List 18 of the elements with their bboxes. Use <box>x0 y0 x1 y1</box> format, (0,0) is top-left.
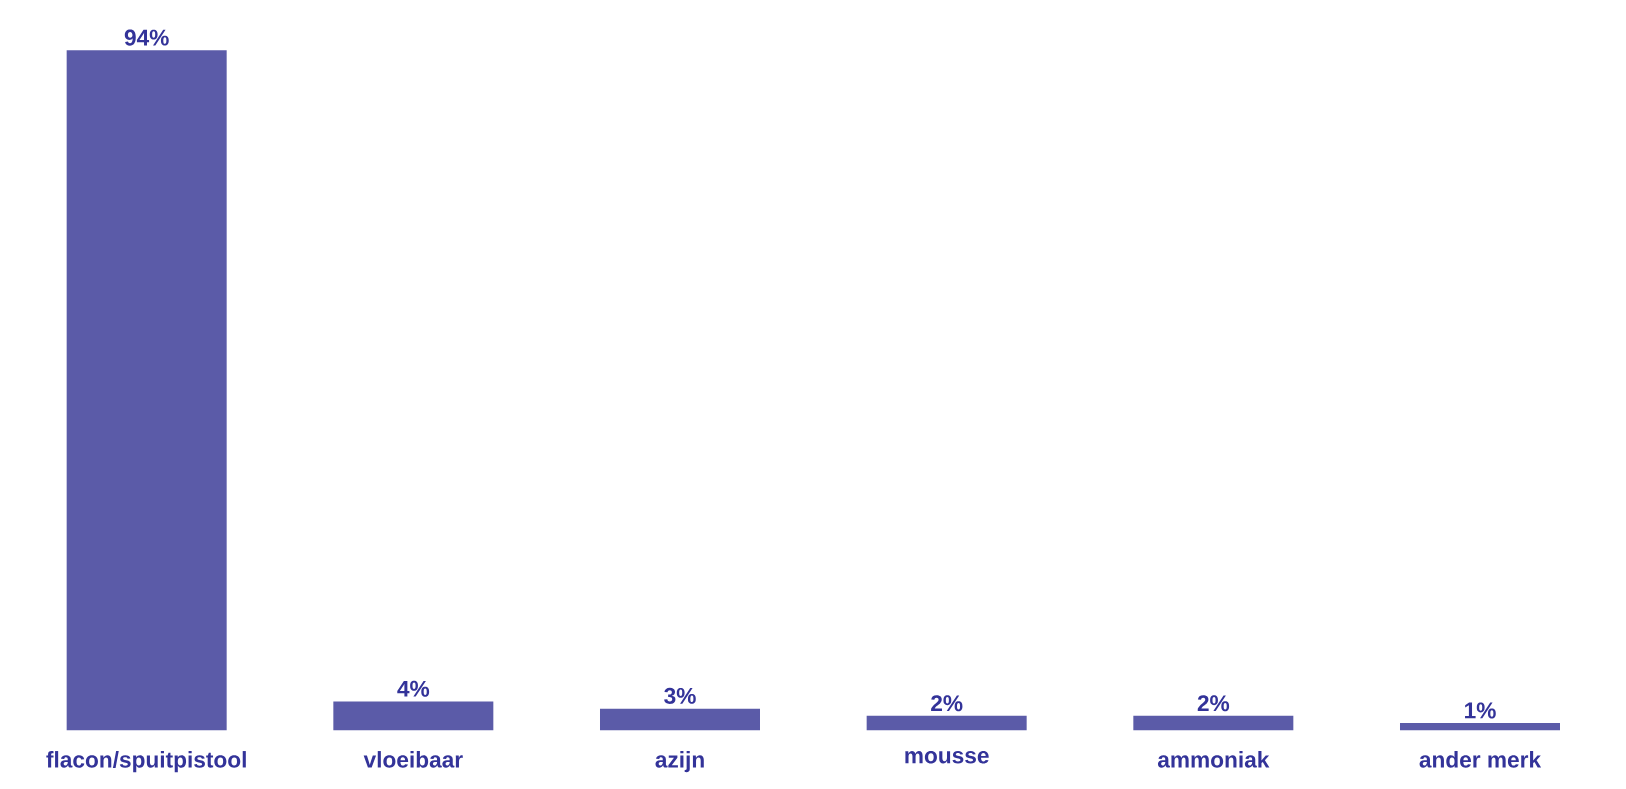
bar <box>866 715 1027 731</box>
data-label: 1% <box>1465 702 1496 719</box>
x-tick-label: ander merk <box>1419 751 1542 768</box>
x-tick-label: vloeibaar <box>363 751 463 768</box>
data-label: 94% <box>124 29 169 46</box>
bar <box>1133 715 1294 731</box>
x-tick-label: flacon/spuitpistool <box>46 751 246 773</box>
x-tick-label: mousse <box>905 751 989 764</box>
bar <box>600 708 760 731</box>
bar <box>1400 723 1560 731</box>
data-label: 3% <box>664 687 696 704</box>
data-label: 2% <box>1197 695 1230 712</box>
x-tick-label: azijn <box>655 751 704 773</box>
x-tick-label: ammoniak <box>1157 751 1270 768</box>
bar <box>66 50 227 731</box>
data-label: 4% <box>397 680 430 697</box>
bar <box>333 701 494 731</box>
data-label: 2% <box>931 695 963 712</box>
